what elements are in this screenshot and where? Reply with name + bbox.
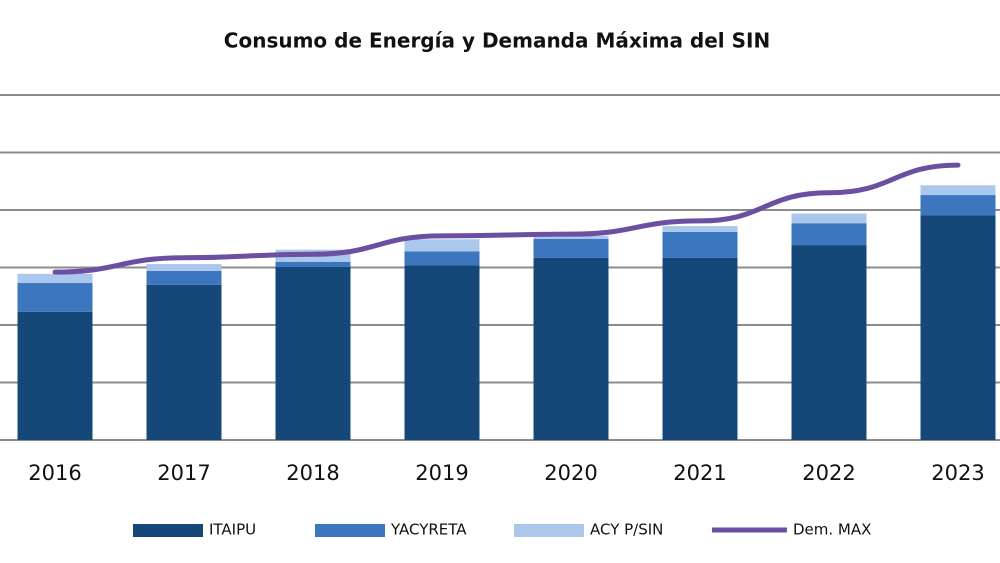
bar-segment	[146, 264, 222, 271]
bar-segment	[920, 185, 996, 196]
bar-segment	[533, 235, 609, 239]
x-tick-label: 2019	[415, 461, 468, 485]
bar-segment	[920, 215, 996, 440]
bar-segment	[791, 213, 867, 224]
x-tick-label: 2022	[802, 461, 855, 485]
bar-segment	[146, 270, 222, 285]
bar-segment	[275, 261, 351, 267]
legend-label: ITAIPU	[209, 521, 256, 539]
x-tick-label: 2018	[286, 461, 339, 485]
legend-label: Dem. MAX	[793, 521, 871, 539]
x-tick-label: 2017	[157, 461, 210, 485]
x-tick-label: 2020	[544, 461, 597, 485]
bar-segment	[920, 195, 996, 216]
bar-segment	[662, 231, 738, 258]
bar-segment	[533, 238, 609, 258]
bar-segment	[533, 257, 609, 440]
bar-segment	[17, 283, 93, 312]
x-tick-label: 2016	[28, 461, 81, 485]
legend-key	[315, 524, 385, 537]
bar-segment	[791, 245, 867, 440]
chart-title: Consumo de Energía y Demanda Máxima del …	[224, 29, 770, 53]
bar-segment	[662, 257, 738, 440]
bar-segment	[791, 223, 867, 246]
x-tick-label: 2023	[931, 461, 984, 485]
bar-segment	[404, 251, 480, 266]
legend-label: ACY P/SIN	[590, 521, 663, 539]
bar-segment	[404, 239, 480, 252]
bar-segment	[275, 266, 351, 440]
x-tick-label: 2021	[673, 461, 726, 485]
bar-segment	[17, 311, 93, 440]
bar-segment	[146, 284, 222, 440]
bar-segment	[662, 226, 738, 232]
bar-segment	[17, 273, 93, 284]
legend-label: YACYRETA	[390, 521, 467, 539]
bar-segment	[404, 265, 480, 440]
legend-key	[133, 524, 203, 537]
legend-key	[514, 524, 584, 537]
line	[52, 162, 961, 275]
